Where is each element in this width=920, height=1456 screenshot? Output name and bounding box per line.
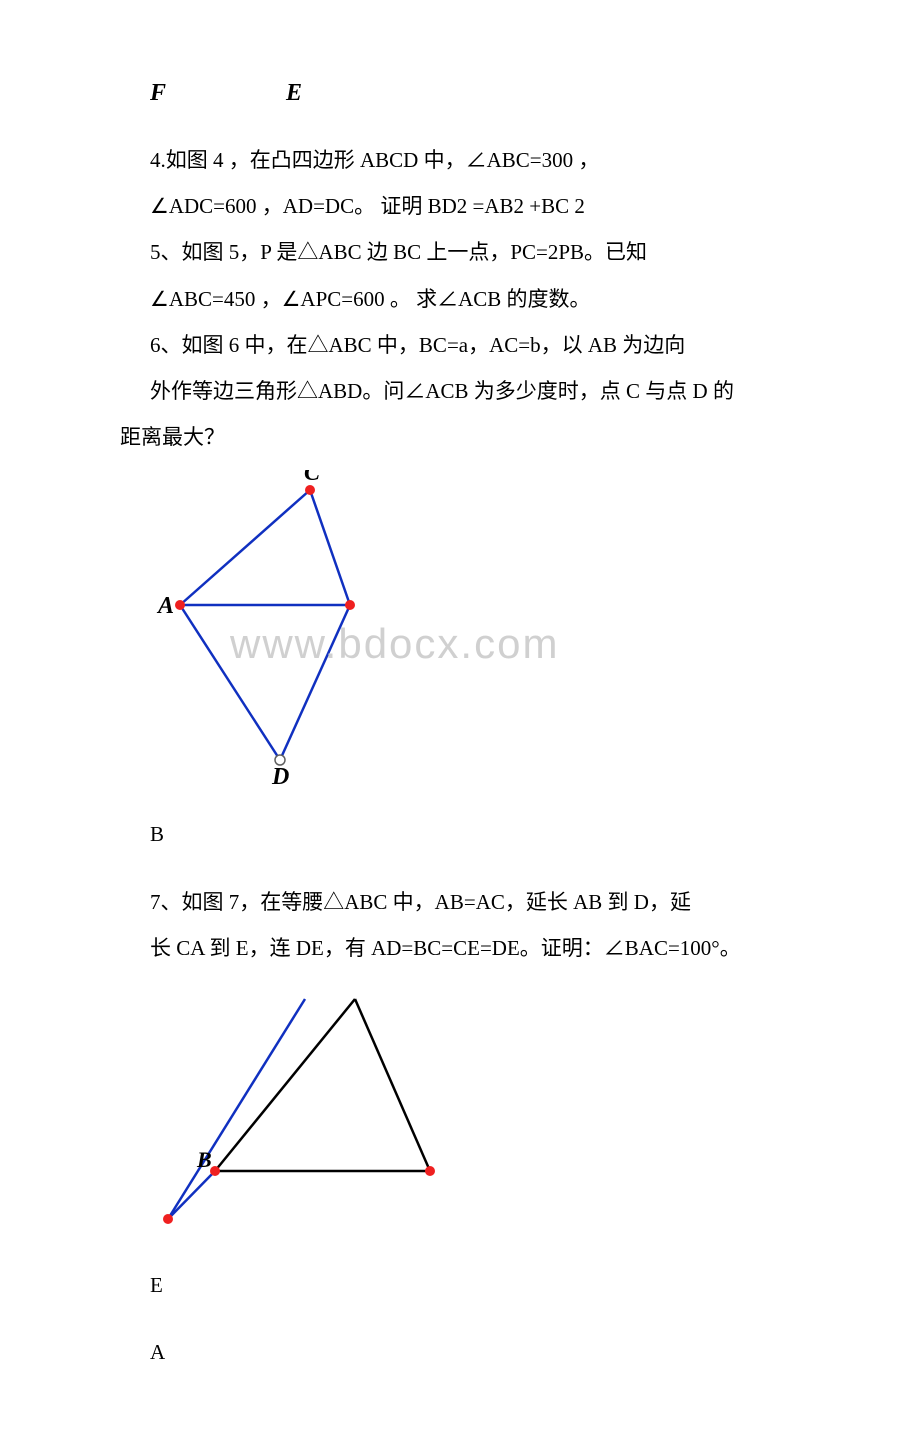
diagram-triangle-B: B <box>150 981 800 1241</box>
problem-6-line-2: 外作等边三角形△ABD。问∠ACB 为多少度时，点 C 与点 D 的 <box>120 368 800 414</box>
problem-5-line-1: 5、如图 5，P 是△ABC 边 BC 上一点，PC=2PB。已知 <box>120 229 800 275</box>
letter-E: E <box>120 1262 800 1308</box>
svg-text:D: D <box>271 764 289 790</box>
svg-text:A: A <box>156 593 174 619</box>
diagram-kite-ACBD: CAD www.bdocx.com <box>150 470 800 790</box>
label-E: E <box>286 80 302 106</box>
header-geo-labels: F E <box>120 80 800 107</box>
problem-4-line-2: ∠ADC=600 ，AD=DC。 证明 BD2 =AB2 +BC 2 <box>120 183 800 229</box>
diagram-2-svg: B <box>150 981 470 1241</box>
svg-text:C: C <box>304 470 321 486</box>
letter-A: A <box>120 1329 800 1375</box>
problem-4-line-1: 4.如图 4 ，在凸四边形 ABCD 中，∠ABC=300 ， <box>120 137 800 183</box>
problem-6-line-3: 距离最大？ <box>120 414 800 460</box>
problem-5-line-2: ∠ABC=450 ，∠APC=600 。 求∠ACB 的度数。 <box>120 276 800 322</box>
letter-B: B <box>120 811 800 857</box>
problem-7-line-2: 长 CA 到 E，连 DE，有 AD=BC=CE=DE。证明：∠BAC=100°… <box>120 925 800 971</box>
diagram-1-svg: C A D <box>150 470 580 790</box>
svg-text:B: B <box>196 1147 212 1172</box>
problem-6-line-1: 6、如图 6 中，在△ABC 中，BC=a，AC=b，以 AB 为边向 <box>120 322 800 368</box>
label-F: F <box>150 80 280 107</box>
problem-7-line-1: 7、如图 7，在等腰△ABC 中，AB=AC，延长 AB 到 D，延 <box>120 879 800 925</box>
